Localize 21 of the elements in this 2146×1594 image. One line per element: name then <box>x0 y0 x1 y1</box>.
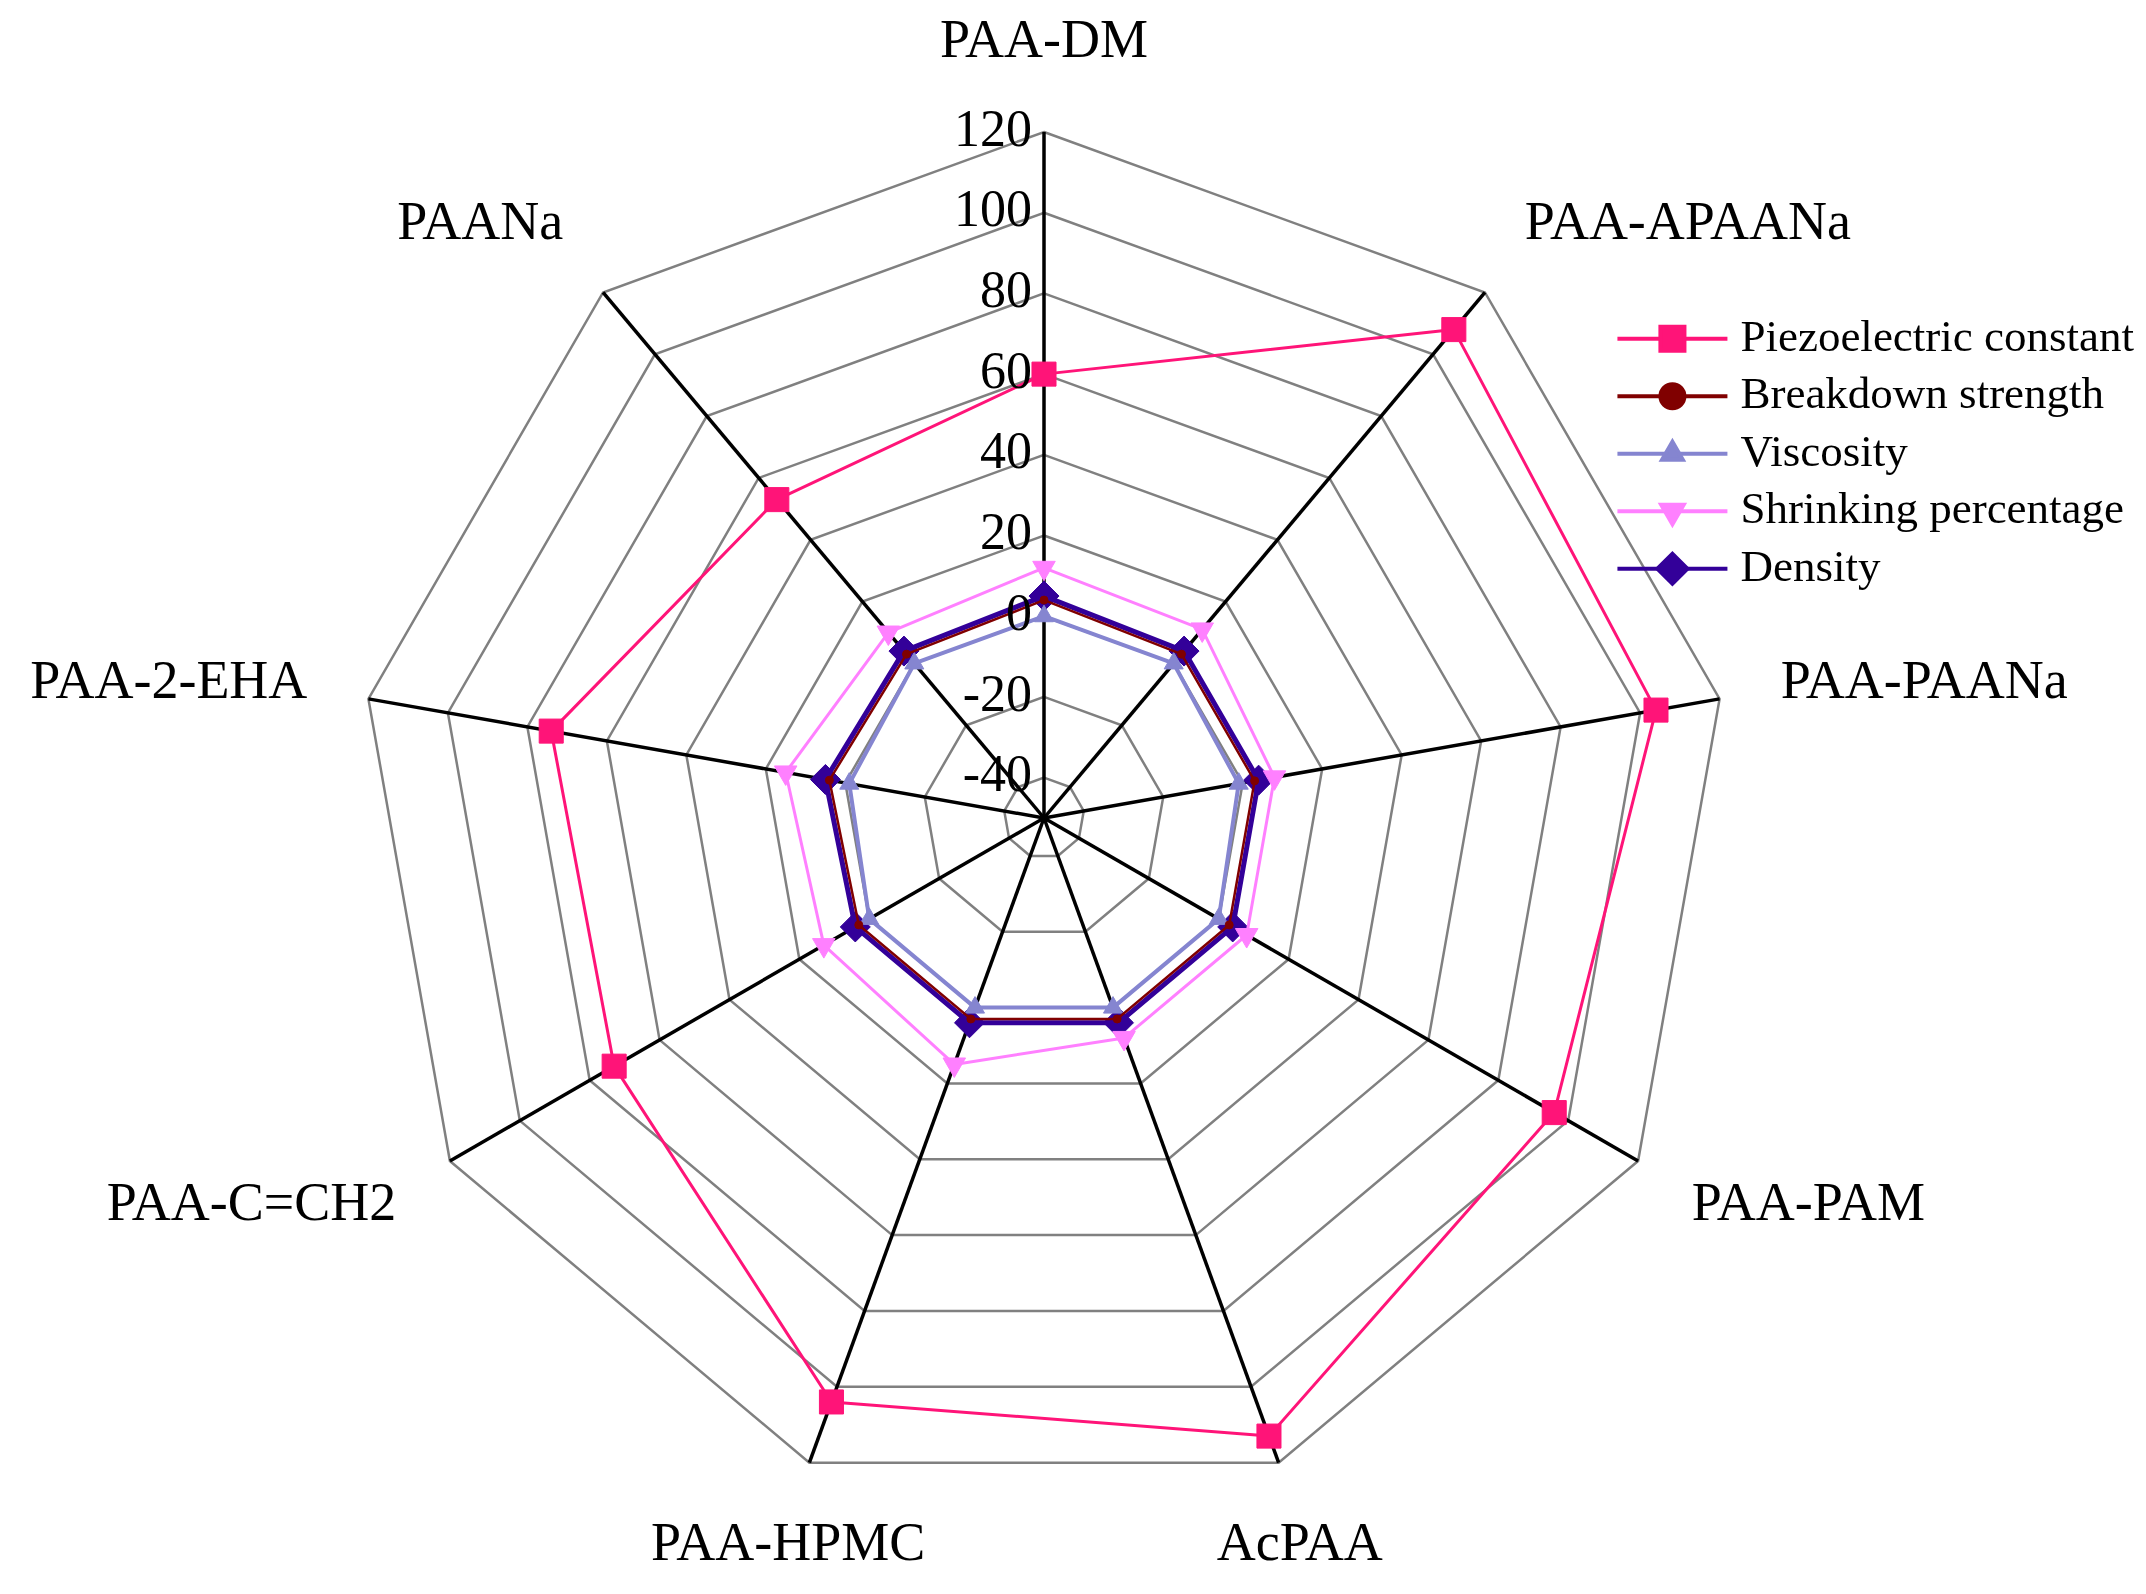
spoke-label: PAANa <box>397 190 564 251</box>
spoke-label: PAA-PAM <box>1691 1171 1925 1232</box>
y-tick-label: 120 <box>954 99 1032 157</box>
y-tick-label: 80 <box>980 261 1032 319</box>
legend-label: Shrinking percentage <box>1740 483 2125 534</box>
legend-label: Viscosity <box>1740 425 1909 476</box>
spoke-label: PAA-PAANa <box>1780 649 2068 710</box>
y-tick-label: 40 <box>980 422 1032 480</box>
y-tick-label: 20 <box>980 503 1032 561</box>
y-tick-label: -20 <box>962 664 1032 722</box>
legend-label: Piezoelectric constant <box>1740 310 2135 361</box>
spoke-label: PAA-DM <box>939 9 1149 70</box>
legend-label: Density <box>1740 540 1881 591</box>
spoke-label: AcPAA <box>1216 1512 1383 1573</box>
spoke-label: PAA-C=CH2 <box>106 1171 397 1232</box>
spoke-label: PAA-2-EHA <box>30 649 308 710</box>
spoke-label: PAA-APAANa <box>1524 190 1851 251</box>
spoke-label: PAA-HPMC <box>651 1512 926 1573</box>
y-tick-label: 100 <box>954 180 1032 238</box>
legend-label: Breakdown strength <box>1740 368 2105 419</box>
y-tick-label: 60 <box>980 341 1032 399</box>
